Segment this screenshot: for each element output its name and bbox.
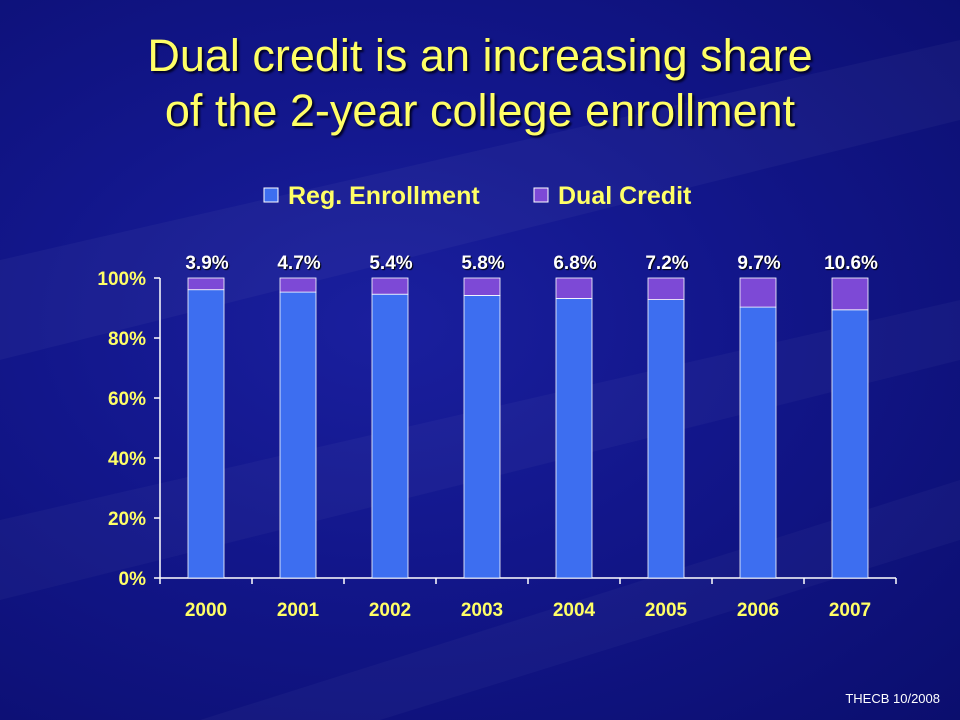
x-category-label: 2003 <box>461 600 503 621</box>
x-category-label: 2001 <box>277 600 320 621</box>
x-category-label: 2006 <box>737 600 779 621</box>
bar-dual-credit <box>463 277 501 296</box>
bar-dual-credit <box>371 277 409 295</box>
bar-reg-enrollment <box>831 309 869 579</box>
x-category-label: 2007 <box>829 600 871 621</box>
y-tick-label: 0% <box>119 569 147 590</box>
data-label-dual-credit: 5.4% <box>369 253 412 274</box>
slide-title: Dual credit is an increasing share of th… <box>0 28 960 138</box>
bar-reg-enrollment <box>187 289 225 579</box>
legend-label-dual-credit: Dual Credit <box>558 182 692 210</box>
data-label-dual-credit: 10.6% <box>824 253 878 274</box>
y-tick-label: 80% <box>108 329 146 350</box>
bar-dual-credit <box>831 277 869 311</box>
y-tick-label: 100% <box>97 269 146 290</box>
bar-dual-credit <box>647 277 685 301</box>
x-category-label: 2005 <box>645 600 688 621</box>
bar-reg-enrollment <box>739 306 777 579</box>
bar-dual-credit <box>739 277 777 308</box>
data-label-dual-credit: 7.2% <box>645 253 688 274</box>
bar-dual-credit <box>279 277 317 293</box>
y-tick-label: 60% <box>108 389 146 410</box>
title-line-1: Dual credit is an increasing share <box>147 30 813 81</box>
legend-label-reg-enrollment: Reg. Enrollment <box>288 182 480 210</box>
x-category-label: 2004 <box>553 600 596 621</box>
title-line-2: of the 2-year college enrollment <box>164 85 796 136</box>
x-category-label: 2000 <box>185 600 227 621</box>
x-category-label: 2002 <box>369 600 411 621</box>
bar-reg-enrollment <box>371 293 409 579</box>
bar-reg-enrollment <box>555 297 593 579</box>
legend-swatch-reg-enrollment <box>263 187 279 203</box>
data-label-dual-credit: 6.8% <box>553 253 596 274</box>
bar-dual-credit <box>187 277 225 291</box>
y-tick-label: 40% <box>108 449 146 470</box>
bar-reg-enrollment <box>647 299 685 579</box>
data-label-dual-credit: 3.9% <box>185 253 228 274</box>
data-label-dual-credit: 4.7% <box>277 253 320 274</box>
y-tick-label: 20% <box>108 509 146 530</box>
bar-dual-credit <box>555 277 593 299</box>
data-label-dual-credit: 5.8% <box>461 253 504 274</box>
bar-reg-enrollment <box>279 291 317 579</box>
bar-reg-enrollment <box>463 294 501 579</box>
footer-source: THECB 10/2008 <box>845 691 940 706</box>
legend-swatch-dual-credit <box>533 187 549 203</box>
data-label-dual-credit: 9.7% <box>737 253 780 274</box>
